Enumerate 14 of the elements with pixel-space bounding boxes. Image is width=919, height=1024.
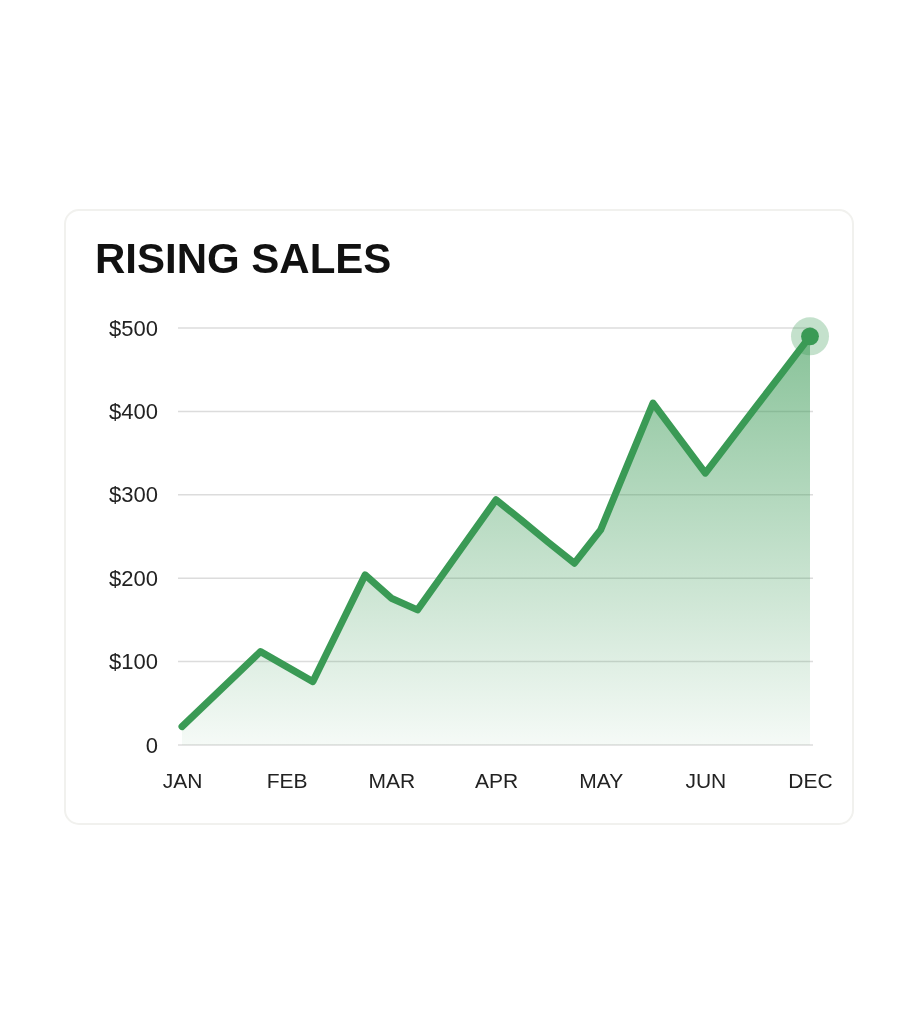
y-tick-label: $300 <box>109 482 158 508</box>
x-tick-label: JAN <box>162 768 203 792</box>
y-tick-label: $500 <box>109 315 158 341</box>
x-tick-label: MAR <box>368 768 416 792</box>
x-tick-label: DEC <box>788 768 833 792</box>
chart-title: RISING SALES <box>95 235 392 282</box>
x-tick-label: MAY <box>579 768 624 792</box>
x-tick-label: APR <box>474 768 519 792</box>
x-tick-label: FEB <box>266 768 308 792</box>
y-tick-label: 0 <box>145 732 158 758</box>
y-tick-label: $400 <box>109 398 158 424</box>
y-tick-label: $200 <box>109 565 158 591</box>
x-tick-label: JUN <box>685 768 727 792</box>
y-tick-label: $100 <box>109 649 158 675</box>
